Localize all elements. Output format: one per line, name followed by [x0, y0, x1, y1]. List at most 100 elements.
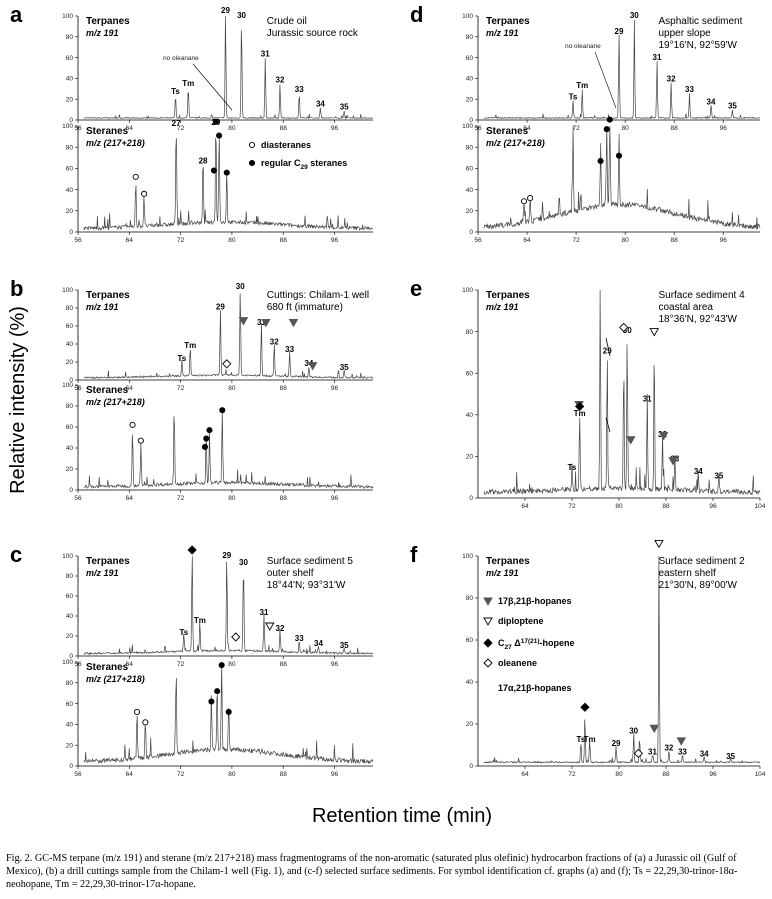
x-tick-label: 96: [720, 237, 728, 244]
peak-label: 35: [340, 363, 349, 372]
peak-label: 35: [714, 471, 723, 480]
chromatogram-trace: [483, 555, 761, 764]
y-tick-label: 40: [66, 445, 74, 452]
y-tick-label: 40: [66, 722, 74, 729]
no-oleanane-annotation: no oleanane: [565, 43, 601, 50]
peak-label: 28: [199, 156, 208, 165]
panel-letter: e: [410, 276, 422, 301]
chart-subtitle: m/z (217+218): [486, 138, 545, 148]
x-tick-label: 88: [671, 237, 679, 244]
peak-label: Tm: [584, 735, 596, 744]
y-tick-label: 0: [69, 487, 73, 494]
hopene-marker-icon: [580, 702, 590, 712]
hopane-17b21b-marker-icon: [668, 457, 678, 466]
y-tick-label: 0: [69, 229, 73, 236]
y-tick-label: 0: [469, 229, 473, 236]
diploptene-marker-icon: [649, 328, 660, 337]
regular-sterane-marker-icon: [201, 443, 209, 451]
x-tick-label: 72: [568, 771, 576, 778]
y-tick-label: 40: [466, 76, 474, 83]
chromatogram-trace: [83, 138, 374, 231]
chart-subtitle: m/z 191: [86, 302, 119, 312]
diasterane-marker-icon: [129, 421, 136, 428]
hopene-marker-icon: [575, 401, 585, 412]
oleanene-marker-icon: [633, 748, 644, 759]
y-tick-label: 80: [466, 329, 474, 336]
annotation-arrow: [594, 51, 617, 109]
y-tick-label: 80: [466, 595, 474, 602]
y-tick-label: 40: [66, 187, 74, 194]
x-tick-label: 88: [662, 771, 670, 778]
peak-label: Ts: [171, 87, 180, 96]
panel-letter: c: [10, 542, 22, 567]
diasterane-marker-icon: [520, 198, 528, 205]
chart-title: Steranes: [86, 385, 129, 396]
chart-title: Terpanes: [486, 556, 530, 567]
hopane-17b21b-marker-icon: [649, 724, 660, 734]
y-tick-label: 20: [66, 359, 74, 366]
sample-description: eastern shelf: [658, 568, 715, 579]
legend-diasteranes-label: diasteranes: [261, 140, 311, 150]
legend-diploptene-icon: [483, 617, 493, 626]
panel-letter: f: [410, 542, 418, 567]
annotation-arrow: [605, 417, 611, 433]
chromatogram-trace: [483, 125, 761, 230]
panel-letter: d: [410, 2, 423, 27]
y-tick-label: 20: [466, 454, 474, 461]
legend-17a21b-label: 17α,21β-hopanes: [498, 683, 572, 693]
x-tick-label: 80: [228, 495, 236, 502]
peak-label: 30: [629, 727, 638, 736]
x-tick-label: 64: [126, 125, 134, 132]
chromatogram-trace: [83, 556, 374, 656]
x-tick-label: 80: [228, 125, 236, 132]
chart-subtitle: m/z 191: [86, 568, 119, 578]
y-tick-label: 60: [66, 701, 74, 708]
hopane-17b21b-marker-icon: [676, 737, 687, 746]
peak-label: 29: [603, 347, 612, 356]
x-tick-label: 96: [331, 125, 339, 132]
peak-label: 30: [239, 558, 248, 567]
x-tick-label: 56: [74, 495, 82, 502]
peak-label: Tm: [194, 616, 206, 625]
chromatogram-trace: [83, 15, 374, 120]
chart-subtitle: m/z (217+218): [86, 138, 145, 148]
chart-subtitle: m/z (217+218): [86, 674, 145, 684]
y-tick-label: 40: [466, 679, 474, 686]
regular-sterane-marker-icon: [216, 132, 223, 139]
sample-description: 18°36'N, 92°43'W: [658, 314, 737, 325]
peak-label: 29: [612, 739, 621, 748]
x-tick-label: 80: [228, 771, 236, 778]
hopane-17b21b-marker-icon: [307, 362, 318, 371]
y-tick-label: 100: [62, 659, 73, 666]
diasterane-marker-icon: [141, 190, 148, 197]
x-tick-label: 64: [523, 125, 531, 132]
x-tick-label: 64: [523, 237, 531, 244]
peak-label: 34: [316, 100, 325, 109]
y-tick-label: 40: [66, 76, 74, 83]
diasterane-marker-icon: [527, 195, 534, 202]
chart-title: Steranes: [86, 662, 129, 673]
x-tick-label: 96: [331, 661, 339, 668]
peak-label: 30: [236, 282, 245, 291]
x-tick-label: 88: [280, 125, 288, 132]
regular-sterane-marker-icon: [206, 427, 213, 434]
peak-label: 30: [623, 326, 632, 335]
legend-regular-steranes-icon: [248, 159, 256, 167]
y-tick-label: 80: [466, 144, 474, 151]
peak-label: 35: [728, 102, 737, 111]
x-tick-label: 64: [126, 385, 134, 392]
x-axis-title: Retention time (min): [312, 805, 492, 827]
regular-sterane-marker-icon: [212, 118, 219, 125]
x-tick-label: 88: [280, 237, 288, 244]
legend-hopene-label: C27 Δ17(21)-hopene: [498, 638, 575, 651]
sample-description: Cuttings: Chilam-1 well: [267, 290, 369, 301]
x-tick-label: 64: [126, 237, 134, 244]
y-tick-label: 100: [462, 287, 473, 294]
y-tick-label: 80: [66, 305, 74, 312]
legend-17b21b-icon: [483, 597, 493, 606]
peak-label: 30: [630, 11, 639, 20]
chromatogram-trace: [483, 19, 761, 120]
